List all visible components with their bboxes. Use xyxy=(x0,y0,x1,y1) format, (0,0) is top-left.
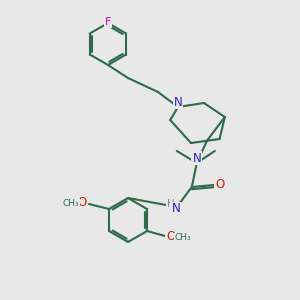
Text: CH₃: CH₃ xyxy=(63,199,79,208)
Text: O: O xyxy=(77,196,87,209)
Text: O: O xyxy=(167,230,176,244)
Text: N: N xyxy=(192,152,201,164)
Text: O: O xyxy=(215,178,224,191)
Text: H: H xyxy=(167,199,175,209)
Text: N: N xyxy=(171,202,180,215)
Text: CH₃: CH₃ xyxy=(175,233,191,242)
Text: N: N xyxy=(174,95,182,109)
Text: F: F xyxy=(105,17,111,27)
